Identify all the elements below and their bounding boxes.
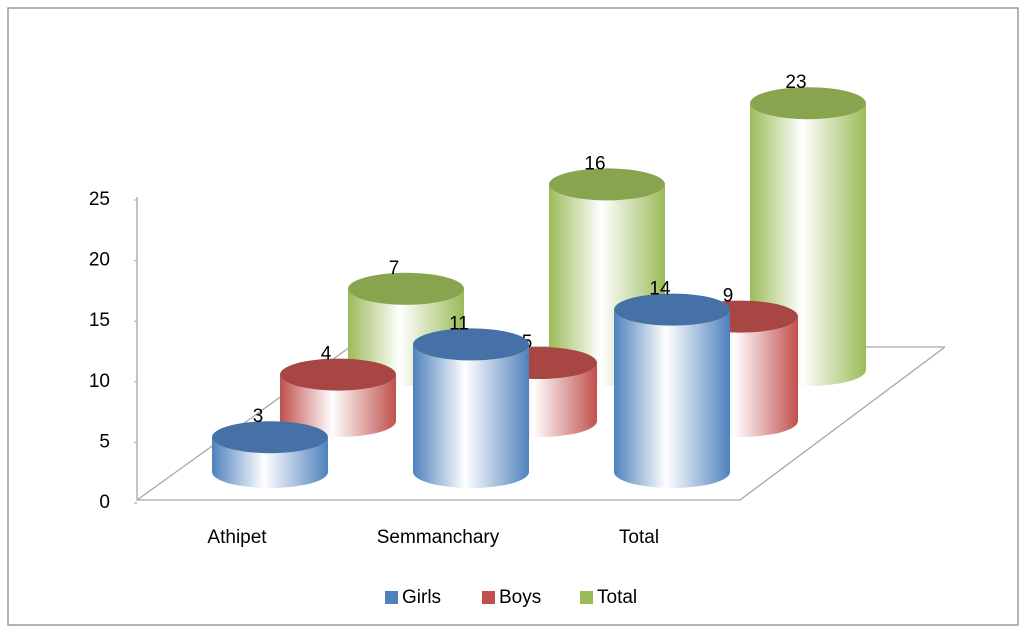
cylinder-top (413, 328, 529, 361)
data-label: 23 (785, 72, 806, 93)
chart-border (7, 7, 1019, 626)
data-label: 14 (649, 279, 671, 300)
x-tick-label: Total (619, 527, 659, 548)
cylinder (212, 421, 328, 488)
y-tick-label: 15 (89, 310, 110, 331)
cylinder-body (413, 344, 529, 488)
legend-label: Girls (402, 587, 441, 608)
data-label: 4 (321, 344, 332, 365)
cylinder-top-shade (280, 358, 396, 391)
cylinder-top (549, 168, 665, 201)
x-tick-label: Semmanchary (377, 527, 500, 548)
cylinder (280, 358, 396, 437)
cylinder-body (212, 437, 328, 488)
data-label: 7 (389, 258, 400, 279)
legend-swatch (580, 591, 593, 604)
y-tick-label: 20 (89, 250, 110, 271)
y-tick-label: 25 (89, 189, 110, 210)
floor-front (136, 197, 946, 501)
cylinder-top-shade (348, 272, 464, 305)
data-label: 11 (449, 313, 469, 334)
data-label: 3 (253, 406, 264, 427)
cylinder-top (750, 87, 866, 120)
cylinder-top (280, 358, 396, 391)
y-tick-label: 10 (89, 371, 110, 392)
cylinder-body (614, 309, 730, 488)
x-tick-label: Athipet (207, 527, 267, 548)
cylinder-top-shade (413, 328, 529, 361)
legend-label: Boys (499, 587, 541, 608)
cylinder-top-shade (549, 168, 665, 201)
legend-swatch (482, 591, 495, 604)
cylinder-top (614, 293, 730, 326)
data-label: 16 (584, 153, 605, 174)
y-tick-label: 0 (99, 492, 110, 513)
y-tick-label: 5 (99, 431, 110, 452)
legend-label: Total (597, 587, 637, 608)
cylinder (348, 272, 464, 386)
cylinder-top (348, 272, 464, 305)
cylinder-top-shade (750, 87, 866, 120)
cylinder-top (212, 421, 328, 454)
cylinder (413, 328, 529, 488)
cylinder-top-shade (614, 293, 730, 326)
legend-swatch (385, 591, 398, 604)
cylinder-top-shade (212, 421, 328, 454)
cylinder (614, 293, 730, 488)
data-label: 9 (723, 286, 734, 307)
cylinder-body (280, 374, 396, 437)
